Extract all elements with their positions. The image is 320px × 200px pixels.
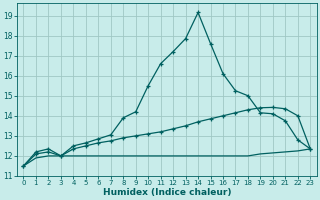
X-axis label: Humidex (Indice chaleur): Humidex (Indice chaleur) xyxy=(103,188,231,197)
